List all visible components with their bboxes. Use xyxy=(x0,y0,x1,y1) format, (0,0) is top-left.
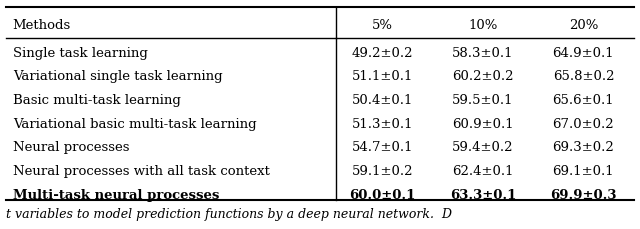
Text: 60.2±0.2: 60.2±0.2 xyxy=(452,70,514,83)
Text: 58.3±0.1: 58.3±0.1 xyxy=(452,46,514,59)
Text: Basic multi-task learning: Basic multi-task learning xyxy=(13,93,180,106)
Text: 5%: 5% xyxy=(372,19,393,32)
Text: Variational basic multi-task learning: Variational basic multi-task learning xyxy=(13,117,256,130)
Text: 59.5±0.1: 59.5±0.1 xyxy=(452,93,514,106)
Text: 20%: 20% xyxy=(569,19,598,32)
Text: 54.7±0.1: 54.7±0.1 xyxy=(352,141,413,153)
Text: Multi-task neural processes: Multi-task neural processes xyxy=(13,188,219,201)
Text: 62.4±0.1: 62.4±0.1 xyxy=(452,164,514,177)
Text: 65.8±0.2: 65.8±0.2 xyxy=(553,70,614,83)
Text: 67.0±0.2: 67.0±0.2 xyxy=(552,117,614,130)
Text: 63.3±0.1: 63.3±0.1 xyxy=(450,188,516,201)
Text: Methods: Methods xyxy=(13,19,71,32)
Text: 59.4±0.2: 59.4±0.2 xyxy=(452,141,514,153)
Text: Neural processes with all task context: Neural processes with all task context xyxy=(13,164,269,177)
Text: 60.9±0.1: 60.9±0.1 xyxy=(452,117,514,130)
Text: Variational single task learning: Variational single task learning xyxy=(13,70,222,83)
Text: 69.1±0.1: 69.1±0.1 xyxy=(552,164,614,177)
Text: 64.9±0.1: 64.9±0.1 xyxy=(552,46,614,59)
Text: Neural processes: Neural processes xyxy=(13,141,129,153)
Text: 69.3±0.2: 69.3±0.2 xyxy=(552,141,614,153)
Text: 10%: 10% xyxy=(468,19,498,32)
Text: 59.1±0.2: 59.1±0.2 xyxy=(352,164,413,177)
Text: 51.1±0.1: 51.1±0.1 xyxy=(352,70,413,83)
Text: t variables to model prediction functions by a deep neural network.  D: t variables to model prediction function… xyxy=(6,207,452,220)
Text: 60.0±0.1: 60.0±0.1 xyxy=(349,188,416,201)
Text: 65.6±0.1: 65.6±0.1 xyxy=(552,93,614,106)
Text: 49.2±0.2: 49.2±0.2 xyxy=(352,46,413,59)
Text: 69.9±0.3: 69.9±0.3 xyxy=(550,188,617,201)
Text: 51.3±0.1: 51.3±0.1 xyxy=(352,117,413,130)
Text: Single task learning: Single task learning xyxy=(13,46,148,59)
Text: 50.4±0.1: 50.4±0.1 xyxy=(352,93,413,106)
